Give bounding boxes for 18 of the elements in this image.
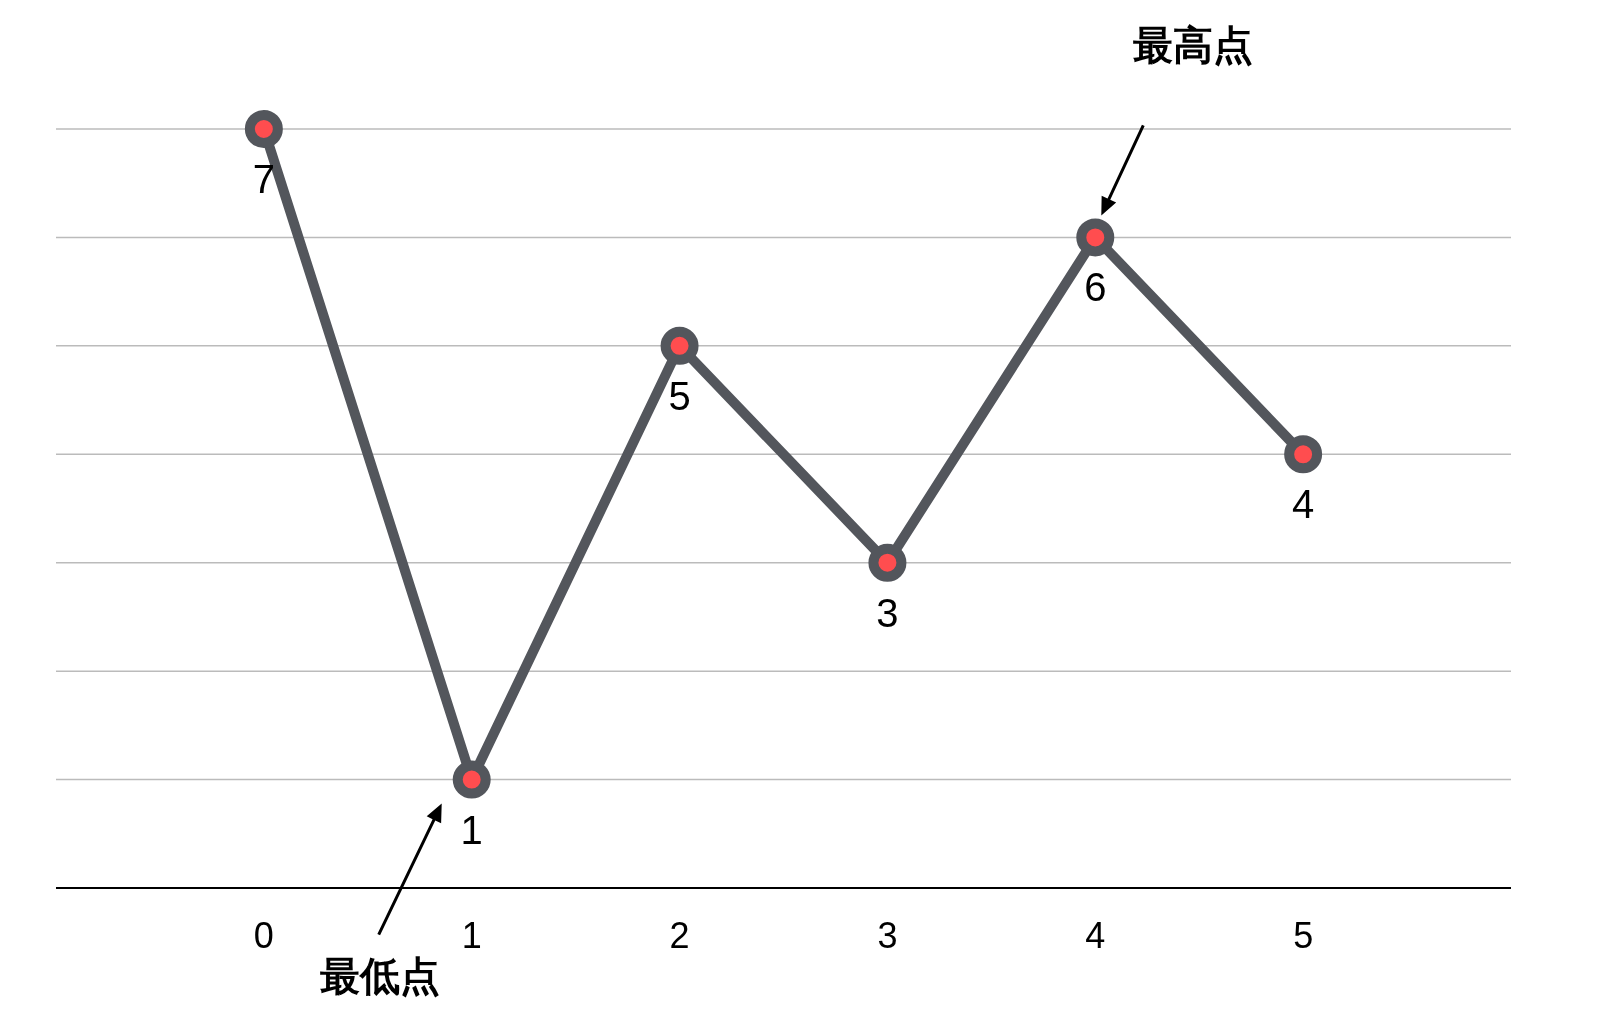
data-label: 3 [876,590,899,635]
data-label: 1 [460,807,483,852]
x-tick-label: 2 [669,915,690,956]
data-label: 6 [1084,265,1107,310]
point [1076,218,1115,257]
data-label: 7 [252,157,275,201]
data-label: 4 [1292,482,1315,527]
point [244,110,283,148]
data-label: 5 [668,373,691,418]
x-tick-label: 3 [877,915,898,956]
x-tick-label: 0 [253,915,274,956]
point [452,760,491,799]
point [868,543,907,582]
x-tick-label: 4 [1085,915,1106,956]
point [660,326,699,365]
x-tick-label: 5 [1293,915,1314,956]
x-tick-label: 1 [461,915,482,956]
point [1284,435,1323,474]
